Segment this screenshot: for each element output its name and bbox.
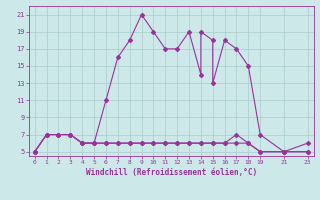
X-axis label: Windchill (Refroidissement éolien,°C): Windchill (Refroidissement éolien,°C) [86, 168, 257, 177]
